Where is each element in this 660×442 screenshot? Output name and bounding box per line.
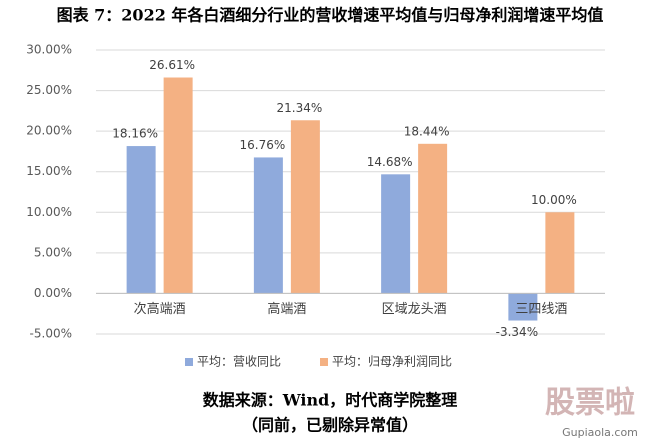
y-tick-label: -5.00%	[30, 327, 72, 341]
watermark: 股票啦	[545, 386, 635, 421]
y-tick-label: 5.00%	[34, 245, 72, 259]
data-label: -3.34%	[496, 325, 538, 339]
y-tick-label: 10.00%	[26, 205, 72, 219]
x-tick-label: 高端酒	[267, 301, 306, 317]
bar	[418, 143, 448, 294]
y-tick-label: 25.00%	[26, 83, 72, 97]
data-label: 14.68%	[367, 155, 413, 169]
x-tick-label: 三四线酒	[515, 302, 567, 317]
legend-label: 平均：营收同比	[197, 355, 281, 369]
y-tick-label: 15.00%	[26, 164, 72, 178]
watermark-url: Gupiaola.com	[562, 426, 638, 439]
y-tick-label: 0.00%	[34, 286, 72, 300]
y-tick-label: 20.00%	[26, 124, 72, 138]
bar	[253, 157, 283, 294]
data-label: 18.16%	[112, 127, 158, 141]
data-label: 26.61%	[149, 58, 195, 72]
data-label: 16.76%	[239, 138, 285, 152]
legend-swatch	[185, 358, 193, 366]
bar	[545, 212, 575, 294]
bar	[508, 293, 538, 321]
chart-title: 图表 7：2022 年各白酒细分行业的营收增速平均值与归母净利润增速平均值	[57, 6, 604, 25]
bar	[126, 146, 156, 294]
x-tick-label: 区域龙头酒	[382, 302, 447, 317]
data-label: 10.00%	[531, 193, 577, 207]
x-tick-label: 次高端酒	[134, 301, 186, 317]
legend-swatch	[320, 358, 328, 366]
y-tick-label: 30.00%	[26, 43, 72, 57]
bar	[381, 174, 411, 294]
source-note: 数据来源：Wind，时代商学院整理	[203, 391, 458, 410]
bar	[163, 77, 193, 294]
data-label: 21.34%	[276, 101, 322, 115]
legend-label: 平均：归母净利润同比	[332, 355, 452, 369]
bar	[290, 120, 320, 294]
data-label: 18.44%	[404, 124, 450, 138]
source-note: （同前，已剔除异常值）	[242, 416, 418, 435]
